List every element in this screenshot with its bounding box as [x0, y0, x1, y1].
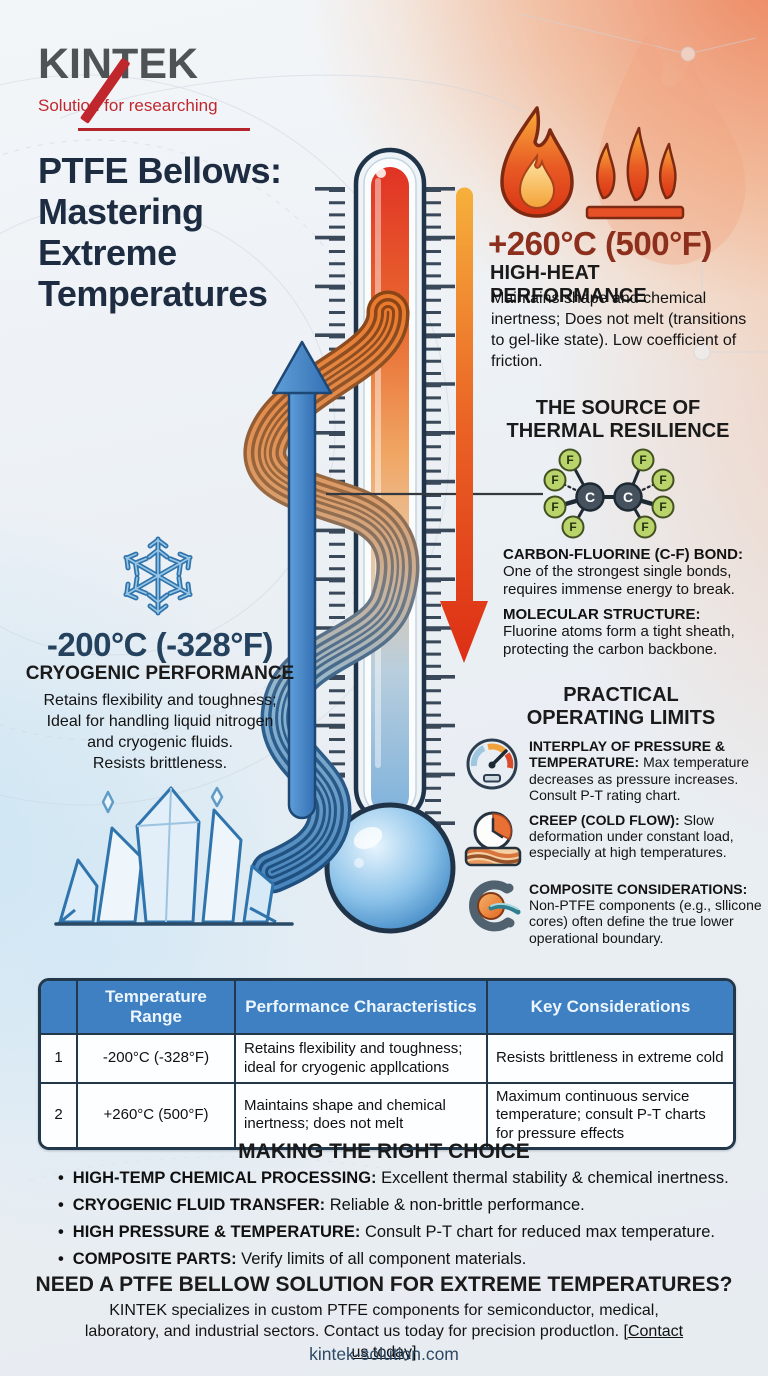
temperature-table: Temperature Range Performance Characteri… — [38, 978, 736, 1150]
high-heat-temp: +260°C (500°F) — [488, 225, 712, 262]
contact-us-link[interactable]: [Contact us today] — [351, 1323, 684, 1362]
flame-icon — [490, 104, 585, 227]
choice-heading: MAKING THE RIGHT CHOICE — [238, 1140, 530, 1163]
high-heat-heading: HIGH-HEAT PERFORMANCE — [490, 262, 647, 307]
ice-crystals — [57, 786, 277, 926]
cryogenic-temp: -200°C (-328°F) — [46, 626, 274, 663]
table-header-row: Temperature Range Performance Characteri… — [41, 981, 733, 1035]
limit-item-text: COMPOSITE CONSIDERATIONS: Non-PTFE compo… — [529, 880, 762, 946]
creep-clock-icon — [464, 810, 522, 873]
svg-text:F: F — [659, 473, 666, 487]
carbon-atoms: C C — [575, 482, 643, 512]
ptfe-molecule-diagram: F F F F F F F F C C — [495, 443, 735, 552]
limits-list: INTERPLAY OF PRESSURE & TEMPERATURE: Max… — [464, 736, 764, 952]
svg-text:F: F — [569, 520, 576, 534]
heat-down-arrow — [440, 187, 488, 663]
composite-ring-icon — [464, 879, 522, 938]
sparkle-icons — [101, 786, 224, 814]
choice-bullet: • HIGH PRESSURE & TEMPERATURE: Consult P… — [58, 1223, 715, 1242]
limit-item-pressure: INTERPLAY OF PRESSURE & TEMPERATURE: Max… — [464, 736, 764, 804]
table-row: 2 +260°C (500°F) Maintains shape and che… — [41, 1082, 733, 1147]
svg-text:F: F — [641, 520, 648, 534]
structure-text: Fluorine atoms form a tight sheath, prot… — [503, 623, 735, 658]
page-title: PTFE Bellows: Mastering Extreme Temperat… — [38, 150, 368, 314]
fluorine-atoms: F F F F F F F F — [543, 448, 675, 539]
high-heat-body: Maintains shape and chemical inertness; … — [491, 290, 747, 371]
cryogenic-heading: CRYOGENIC PERFORMANCE — [25, 663, 295, 684]
table-header-perf: Performance Characteristics — [234, 981, 488, 1035]
title-line: Temperatures — [38, 273, 268, 314]
choice-bullet: • COMPOSITE PARTS: Verify limits of all … — [58, 1250, 527, 1269]
cta-body: KINTEK specializes in custom PTFE compon… — [84, 1300, 684, 1363]
limit-item-composite: COMPOSITE CONSIDERATIONS: Non-PTFE compo… — [464, 879, 764, 947]
title-line: Extreme — [38, 232, 177, 273]
bond-text: One of the strongest single bonds, requi… — [503, 563, 735, 598]
svg-text:F: F — [551, 473, 558, 487]
heat-wisps-icon — [585, 110, 685, 227]
bullet-dot: • — [58, 1196, 64, 1215]
svg-text:C: C — [623, 489, 633, 505]
bullet-dot: • — [58, 1169, 64, 1187]
brand-tagline: Solution for researching — [38, 96, 218, 115]
resilience-heading: THE SOURCE OF THERMAL RESILIENCE — [506, 397, 730, 442]
svg-text:F: F — [659, 500, 666, 514]
table-header-temp: Temperature Range — [76, 981, 236, 1035]
bullet-dot: • — [58, 1250, 64, 1269]
svg-text:C: C — [585, 489, 595, 505]
title-line: PTFE Bellows: — [38, 150, 282, 191]
thermometer-bulb — [324, 802, 456, 934]
table-header-index — [41, 981, 78, 1035]
website-url[interactable]: kintek-solution.com — [309, 1344, 459, 1364]
svg-text:F: F — [551, 500, 558, 514]
cta-body-text: KINTEK specializes in custom PTFE compon… — [84, 1302, 659, 1341]
table-row: 1 -200°C (-328°F) Retains flexibility an… — [41, 1033, 733, 1084]
svg-text:F: F — [566, 453, 573, 467]
cryogenic-body: Retains flexibility and toughness; Ideal… — [43, 692, 277, 773]
brand-logo: KINTEK Solution for researching — [38, 40, 298, 131]
structure-label: MOLECULAR STRUCTURE: — [503, 606, 701, 623]
cta-heading: NEED A PTFE BELLOW SOLUTION FOR EXTREME … — [35, 1273, 733, 1296]
title-line: Mastering — [38, 191, 204, 232]
svg-text:F: F — [639, 453, 646, 467]
limit-item-text: INTERPLAY OF PRESSURE & TEMPERATURE: Max… — [529, 738, 749, 804]
choice-bullet: • HIGH-TEMP CHEMICAL PROCESSING: Excelle… — [58, 1169, 729, 1187]
choice-bullet: • CRYOGENIC FLUID TRANSFER: Reliable & n… — [58, 1196, 585, 1215]
snowflake-icon — [117, 531, 199, 624]
bullet-dot: • — [58, 1223, 64, 1242]
limits-heading: PRACTICAL OPERATING LIMITS — [526, 684, 716, 729]
table-header-key: Key Considerations — [486, 981, 733, 1035]
bond-label: CARBON-FLUORINE (C-F) BOND: — [503, 546, 743, 563]
resilience-body: CARBON-FLUORINE (C-F) BOND: One of the s… — [503, 546, 755, 659]
brand-name: KINTEK — [38, 40, 298, 89]
ptfe-bellows-ribbon — [243, 290, 420, 894]
logo-underline — [78, 128, 250, 131]
pressure-gauge-icon — [464, 736, 522, 797]
limit-item-text: CREEP (COLD FLOW): Slow deformation unde… — [529, 811, 734, 861]
choice-bullets: • HIGH-TEMP CHEMICAL PROCESSING: Excelle… — [58, 1168, 730, 1277]
limit-item-creep: CREEP (COLD FLOW): Slow deformation unde… — [464, 810, 764, 873]
